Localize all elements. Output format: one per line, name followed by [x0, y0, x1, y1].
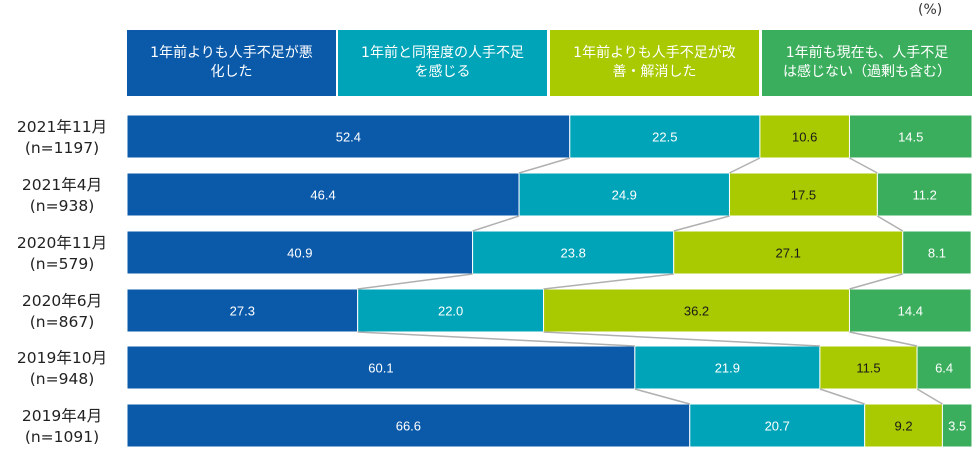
bar-segment	[518, 172, 730, 217]
bar-segment	[759, 114, 850, 159]
bar-value-label: 23.8	[561, 246, 586, 261]
bar-segment	[902, 230, 972, 275]
legend-text-line: 1年前も現在も、人手不足	[785, 45, 949, 61]
row-sample-size: (n=867)	[29, 313, 95, 331]
bar-value-label: 36.2	[684, 304, 709, 319]
bar-value-label: 27.1	[776, 246, 801, 261]
row-period: 2019年4月	[21, 407, 103, 425]
bar-value-label: 21.9	[715, 361, 740, 376]
legend-text-line: 1年前と同程度の人手不足	[361, 45, 524, 61]
legend-text-line: 化した	[210, 64, 253, 80]
connector-line	[673, 215, 730, 232]
row-label: 2021年11月 (n=1197)	[0, 117, 124, 159]
connector-line	[849, 273, 903, 290]
bar-value-label: 17.5	[791, 188, 816, 203]
connector-line	[518, 157, 570, 174]
bar-value-label: 27.3	[230, 304, 255, 319]
bar-value-label: 14.5	[898, 130, 923, 145]
bar-value-label: 11.5	[856, 361, 880, 376]
bar-value-label: 22.0	[438, 304, 463, 319]
connector-line	[472, 215, 520, 232]
row-label: 2019年4月 (n=1091)	[0, 406, 124, 448]
connector-line	[357, 273, 473, 290]
bar-segment	[472, 230, 675, 275]
row-period: 2020年6月	[21, 292, 103, 310]
row-period: 2019年10月	[16, 349, 108, 367]
bar-value-label: 10.6	[792, 130, 817, 145]
bar-segment	[848, 288, 972, 333]
bar-value-label: 46.4	[310, 188, 335, 203]
unit-label: (%)	[918, 2, 943, 18]
row-label: 2020年11月 (n=579)	[0, 233, 124, 275]
bar-value-label: 22.5	[652, 130, 677, 145]
bar-segment	[728, 172, 878, 217]
bar-segment	[634, 345, 821, 390]
connector-line	[729, 157, 761, 174]
bar-segment	[864, 403, 943, 448]
bar-value-label: 40.9	[287, 246, 312, 261]
connector-line	[849, 331, 918, 347]
bar-segment	[357, 288, 545, 333]
row-label: 2019年10月 (n=948)	[0, 348, 124, 390]
row-period: 2020年11月	[16, 234, 108, 252]
row-period: 2021年4月	[21, 176, 103, 194]
bar-value-label: 9.2	[895, 419, 913, 434]
connector-line	[634, 388, 690, 405]
connector-line	[916, 388, 943, 405]
row-period: 2021年11月	[16, 118, 108, 136]
legend-text-line: 1年前よりも人手不足が改	[573, 45, 736, 61]
connector-line	[543, 273, 674, 290]
row-sample-size: (n=1197)	[24, 139, 100, 157]
row-label: 2020年6月 (n=867)	[0, 291, 124, 333]
row-sample-size: (n=1091)	[24, 428, 100, 446]
bar-segment	[819, 345, 918, 390]
legend-item-worsened: 1年前よりも人手不足が悪 化した	[127, 30, 336, 96]
connector-line	[357, 331, 635, 347]
bar-segment	[689, 403, 866, 448]
row-label: 2021年4月 (n=938)	[0, 175, 124, 217]
bar-segment	[569, 114, 761, 159]
bar-value-label: 3.5	[948, 419, 966, 434]
row-sample-size: (n=579)	[29, 255, 95, 273]
legend-item-same: 1年前と同程度の人手不足 を感じる	[338, 30, 547, 96]
bar-segment	[126, 345, 636, 390]
bar-value-label: 11.2	[913, 188, 937, 203]
bar-segment	[941, 403, 973, 448]
bar-value-label: 20.7	[765, 419, 790, 434]
bar-value-label: 6.4	[935, 361, 953, 376]
bar-value-label: 14.4	[898, 304, 923, 319]
bar-segment	[916, 345, 972, 390]
legend-text-line: 1年前よりも人手不足が悪	[150, 45, 313, 61]
bar-segment	[543, 288, 850, 333]
bar-value-label: 60.1	[368, 361, 393, 376]
bar-value-label: 8.1	[928, 246, 946, 261]
connector-line	[543, 331, 820, 347]
bar-segment	[126, 288, 359, 333]
connector-line	[849, 157, 878, 174]
legend-text-line: は感じない（過剰も含む）	[783, 64, 951, 80]
bar-segment	[876, 172, 973, 217]
legend-text-line: 善・解消した	[612, 64, 697, 80]
row-sample-size: (n=938)	[29, 197, 95, 215]
connector-line	[876, 215, 904, 232]
bar-segment	[848, 114, 973, 159]
connector-line	[819, 388, 865, 405]
bar-value-label: 66.6	[396, 419, 421, 434]
legend-item-improved: 1年前よりも人手不足が改 善・解消した	[550, 30, 759, 96]
bar-segment	[126, 230, 474, 275]
bar-segment	[126, 403, 691, 448]
legend-item-no-shortage: 1年前も現在も、人手不足 は感じない（過剰も含む）	[762, 30, 972, 96]
bar-value-label: 24.9	[612, 188, 637, 203]
bar-segment	[673, 230, 904, 275]
bar-value-label: 52.4	[336, 130, 361, 145]
row-sample-size: (n=948)	[29, 370, 95, 388]
legend-text-line: を感じる	[414, 64, 471, 80]
bar-segment	[126, 172, 520, 217]
